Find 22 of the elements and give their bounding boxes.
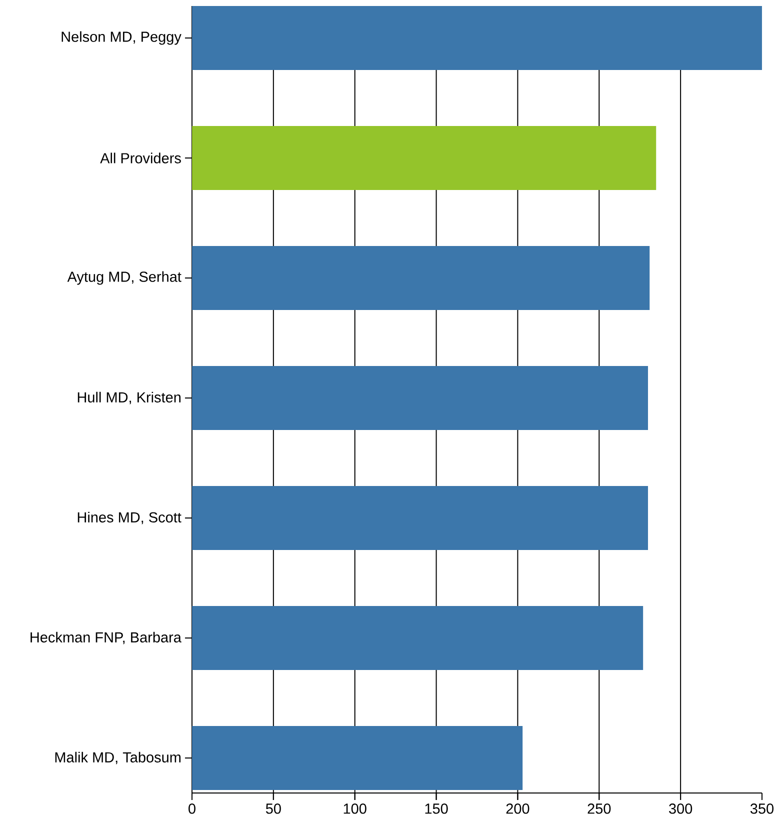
bar — [192, 6, 762, 70]
x-tick-label: 350 — [750, 804, 774, 814]
bar — [192, 126, 656, 190]
x-tick-label: 0 — [188, 804, 196, 814]
x-tick-label: 250 — [588, 804, 611, 814]
y-tick-label: Nelson MD, Peggy — [62, 31, 182, 45]
bar — [192, 726, 523, 790]
y-tick-label: Hines MD, Scott — [78, 512, 182, 524]
bar — [192, 366, 648, 430]
x-tick-label: 50 — [266, 804, 281, 814]
x-tick-label: 100 — [344, 804, 366, 814]
y-tick-label: Hull MD, Kristen — [78, 392, 180, 404]
bar — [192, 486, 648, 550]
y-tick-label: Malik MD, Tabosum — [55, 752, 181, 764]
bar — [192, 606, 644, 670]
y-tick-label: All Providers — [100, 152, 181, 164]
x-tick-label: 300 — [669, 804, 692, 814]
x-tick-label: 200 — [506, 804, 530, 814]
y-tick-label: Heckman FNP, Barbara — [30, 632, 182, 644]
y-tick-label: Aytug MD, Serhat — [67, 271, 182, 285]
x-tick-label: 150 — [425, 804, 448, 814]
bar — [192, 246, 650, 310]
